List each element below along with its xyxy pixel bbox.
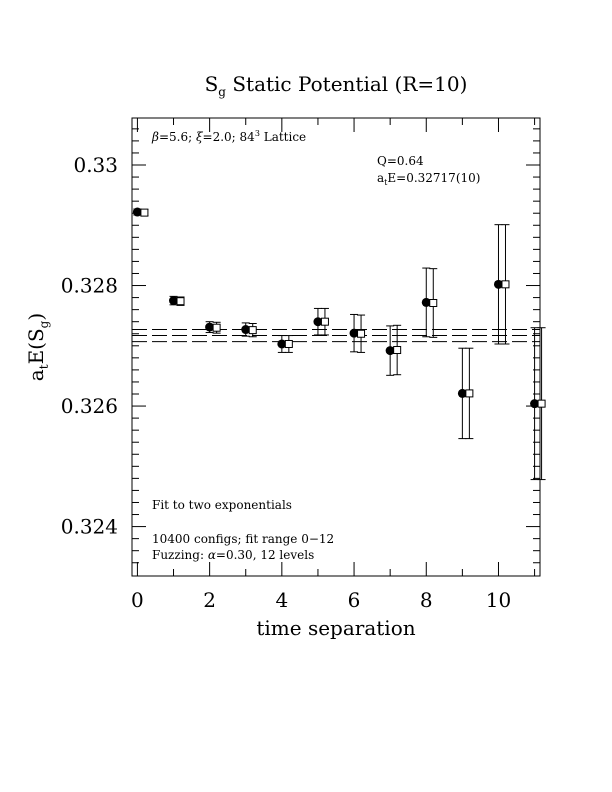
y-tick-label: 0.33: [73, 153, 118, 177]
lattice-sup: 3: [255, 129, 260, 138]
data-point-circle: [349, 328, 359, 338]
data-point-circle: [530, 399, 540, 409]
data-series: [132, 207, 546, 481]
data-point-square: [465, 389, 474, 398]
data-point-circle: [421, 297, 431, 307]
data-point-square: [357, 329, 366, 338]
lattice-text1: =5.6;: [159, 130, 196, 144]
fuzzing-text2: =0.30, 12 levels: [216, 548, 314, 562]
data-point-circle: [277, 339, 287, 349]
chart-title: Sg Static Potential (R=10): [205, 72, 468, 99]
lattice-beta: β: [151, 130, 159, 144]
data-point-square: [393, 346, 402, 355]
fit-band: [132, 329, 540, 343]
energy-annotation: atE=0.32717(10): [377, 171, 480, 187]
lattice-annotation: β=5.6; ξ=2.0; 843 Lattice: [151, 129, 306, 144]
lattice-text3: Lattice: [260, 130, 306, 144]
x-axis-label: time separation: [256, 616, 415, 640]
x-tick-label: 2: [203, 588, 216, 612]
data-point-square: [537, 399, 546, 408]
x-tick-label: 10: [486, 588, 511, 612]
ylabel-end: ): [24, 313, 48, 321]
energy-a: a: [377, 171, 384, 185]
y-axis-label: atE(Sg): [24, 313, 51, 381]
data-point-square: [501, 280, 510, 289]
x-tick-label: 8: [420, 588, 433, 612]
ylabel-sub2: g: [37, 320, 51, 328]
data-point-circle: [457, 388, 467, 398]
series-open-square: [140, 208, 546, 481]
axis-ticks: [132, 118, 540, 576]
data-point-square: [320, 317, 329, 326]
data-point-circle: [132, 207, 142, 217]
data-point-square: [429, 299, 438, 308]
data-point-circle: [169, 296, 179, 306]
y-tick-label: 0.326: [61, 394, 118, 418]
data-point-square: [176, 297, 185, 306]
x-tick-label: 0: [131, 588, 144, 612]
series-filled-circle: [132, 207, 540, 481]
data-point-circle: [493, 279, 503, 289]
fuzzing-alpha: α: [208, 548, 216, 562]
energy-rest: E=0.32717(10): [387, 171, 480, 185]
data-point-square: [140, 208, 149, 217]
y-tick-label: 0.328: [61, 274, 118, 298]
plot-frame: [131, 117, 541, 577]
data-point-circle: [385, 346, 395, 356]
fuzzing-text1: Fuzzing:: [152, 548, 208, 562]
title-main: S: [205, 72, 219, 96]
lattice-xi: ξ: [196, 130, 204, 144]
y-tick-label: 0.324: [61, 515, 118, 539]
data-point-square: [284, 339, 293, 348]
data-point-square: [248, 326, 257, 335]
ylabel-mid: E(S: [24, 328, 48, 364]
ylabel-main: a: [24, 369, 48, 381]
x-tick-labels: 0 2 4 6 8 10: [131, 588, 511, 612]
ylabel-sub1: t: [37, 364, 51, 369]
data-point-circle: [313, 317, 323, 327]
title-rest: Static Potential (R=10): [226, 72, 467, 96]
y-tick-labels: 0.324 0.326 0.328 0.33: [61, 153, 118, 539]
lattice-text2: =2.0; 84: [203, 130, 256, 144]
configs-annotation: 10400 configs; fit range 0−12: [152, 532, 334, 546]
energy-sub: t: [384, 178, 388, 187]
q-annotation: Q=0.64: [377, 154, 424, 168]
x-tick-label: 4: [275, 588, 288, 612]
data-point-square: [212, 323, 221, 332]
data-point-circle: [205, 322, 215, 332]
x-tick-label: 6: [348, 588, 361, 612]
data-point-circle: [241, 325, 251, 335]
title-sub: g: [218, 85, 226, 99]
fuzzing-annotation: Fuzzing: α=0.30, 12 levels: [152, 548, 314, 562]
fit-annotation: Fit to two exponentials: [152, 498, 292, 512]
